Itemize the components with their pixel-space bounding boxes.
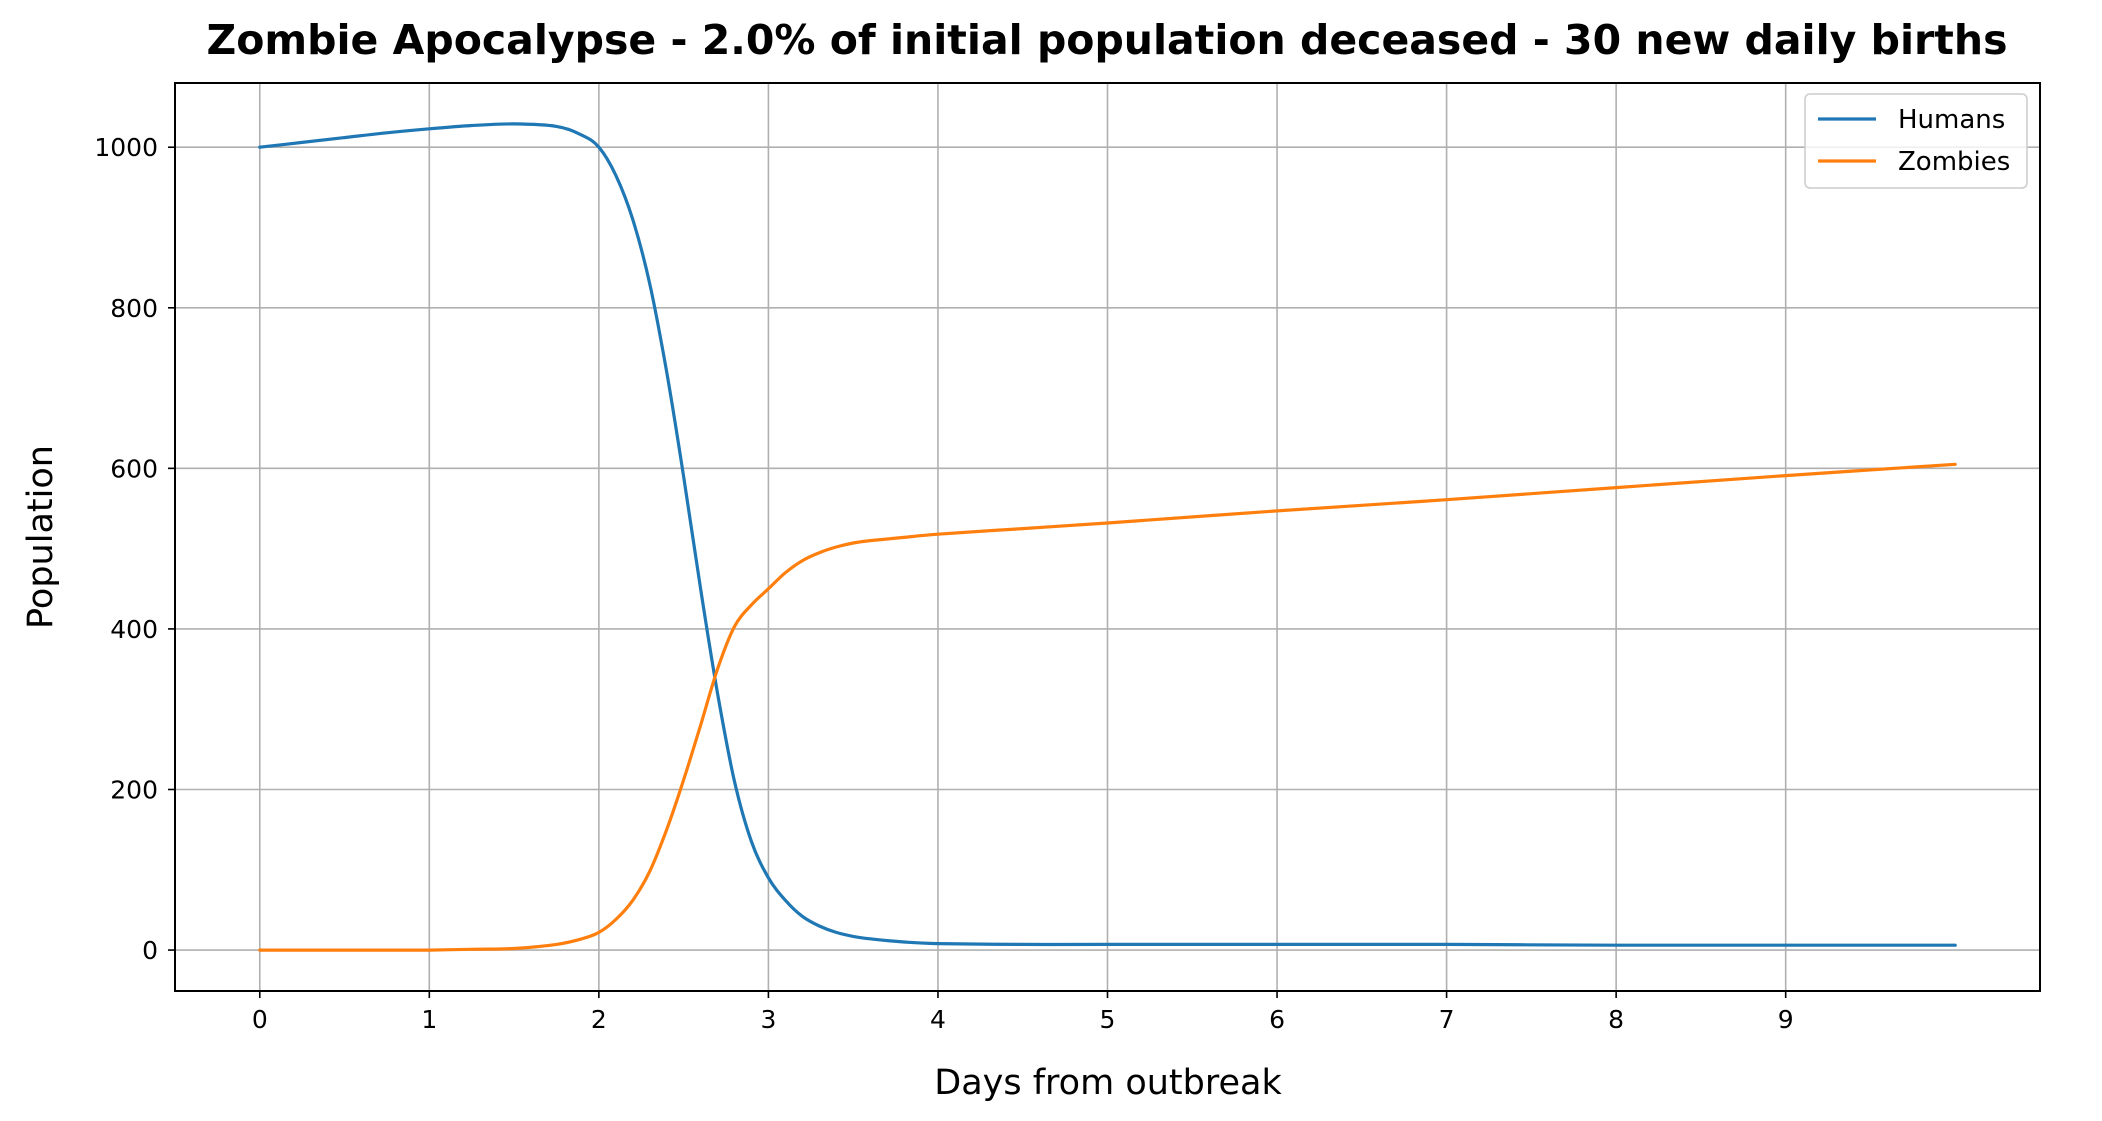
- y-tick-label: 800: [110, 294, 158, 323]
- x-tick-label: 2: [591, 1005, 607, 1034]
- legend-label-zombies: Zombies: [1898, 147, 2010, 177]
- legend: Humans Zombies: [1804, 93, 2028, 189]
- legend-label-humans: Humans: [1898, 105, 2005, 135]
- x-axis-label: Days from outbreak: [934, 1063, 1282, 1103]
- series-layer: [258, 122, 1957, 952]
- y-tick-label: 1000: [94, 133, 158, 162]
- y-tick-label: 200: [110, 775, 158, 804]
- series-line-humans: [258, 122, 1957, 947]
- x-tick-label: 7: [1439, 1005, 1455, 1034]
- ticks: [168, 146, 1787, 998]
- x-tick-label: 5: [1100, 1005, 1116, 1034]
- y-tick-label: 400: [110, 615, 158, 644]
- series-line-zombies: [258, 462, 1957, 952]
- x-tick-label: 9: [1778, 1005, 1794, 1034]
- x-tick-label: 3: [760, 1005, 776, 1034]
- y-tick-label: 0: [142, 936, 158, 965]
- x-tick-label: 0: [252, 1005, 268, 1034]
- chart-title: Zombie Apocalypse - 2.0% of initial popu…: [207, 16, 2008, 64]
- x-tick-label: 1: [421, 1005, 437, 1034]
- y-axis-label: Population: [21, 445, 61, 629]
- grid: [175, 83, 2040, 991]
- x-tick-label: 6: [1269, 1005, 1285, 1034]
- x-tick-label: 4: [930, 1005, 946, 1034]
- tick-labels: 0 1 2 3 4 5 6 7 8 9 0 200 400 600 800 1000: [94, 133, 1793, 1034]
- y-tick-label: 600: [110, 454, 158, 483]
- x-tick-label: 8: [1608, 1005, 1624, 1034]
